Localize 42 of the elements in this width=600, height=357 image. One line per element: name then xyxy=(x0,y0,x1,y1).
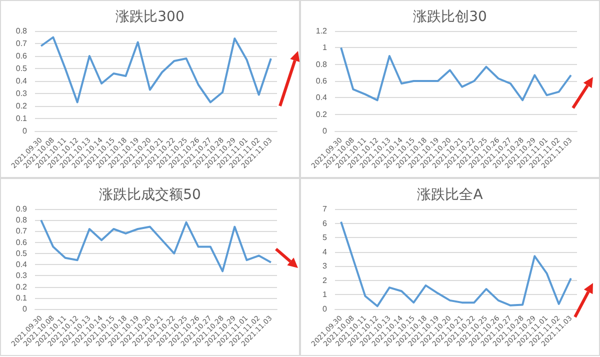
y-tick-label: 7 xyxy=(322,204,328,214)
y-tick-label: 6 xyxy=(322,218,328,228)
y-tick-label: 1.2 xyxy=(316,26,328,36)
chart-title: 涨跌比成交额50 xyxy=(99,187,201,203)
y-tick-label: 1 xyxy=(322,290,328,300)
y-tick-label: 0.6 xyxy=(16,52,28,60)
line-series xyxy=(340,220,572,308)
y-tick-label: 0.3 xyxy=(16,271,28,280)
y-tick-label: 0.8 xyxy=(16,216,28,225)
y-tick-label: 0.7 xyxy=(16,226,28,236)
line-series xyxy=(40,219,272,272)
line-series xyxy=(340,46,572,102)
y-tick-label: 0.8 xyxy=(316,60,328,69)
y-tick-label: 5 xyxy=(322,233,328,242)
y-tick-label: 0.2 xyxy=(16,102,28,110)
y-tick-label: 3 xyxy=(322,262,328,271)
y-tick-label: 0.4 xyxy=(316,93,328,102)
y-tick-label: 0.1 xyxy=(16,293,28,302)
y-tick-label: 0.4 xyxy=(16,260,28,270)
y-tick-label: 0.2 xyxy=(316,110,328,119)
y-tick-label: 0.1 xyxy=(16,114,28,123)
y-tick-label: 0.6 xyxy=(316,76,328,86)
y-tick-label: 0 xyxy=(322,304,328,314)
chart-title: 涨跌比全A xyxy=(417,187,484,203)
y-tick-label: 0 xyxy=(22,304,28,314)
y-tick-label: 2 xyxy=(322,276,328,285)
chart-title: 涨跌比创30 xyxy=(413,9,487,25)
y-tick-label: 0.5 xyxy=(16,64,28,73)
y-tick-label: 0.4 xyxy=(16,76,28,86)
line-series xyxy=(40,36,272,104)
y-tick-label: 0.8 xyxy=(16,26,28,36)
y-tick-label: 0.9 xyxy=(16,204,28,214)
y-tick-label: 0.2 xyxy=(16,282,28,292)
y-tick-label: 0.6 xyxy=(16,238,28,247)
y-tick-label: 0.7 xyxy=(16,39,28,48)
y-tick-label: 0.5 xyxy=(16,248,28,258)
y-tick-label: 0 xyxy=(322,126,328,136)
chart-title: 涨跌比300 xyxy=(116,9,184,25)
y-tick-label: 0.3 xyxy=(16,89,28,98)
y-tick-label: 1 xyxy=(322,43,328,52)
y-tick-label: 0 xyxy=(22,126,28,136)
y-tick-label: 4 xyxy=(322,247,328,256)
